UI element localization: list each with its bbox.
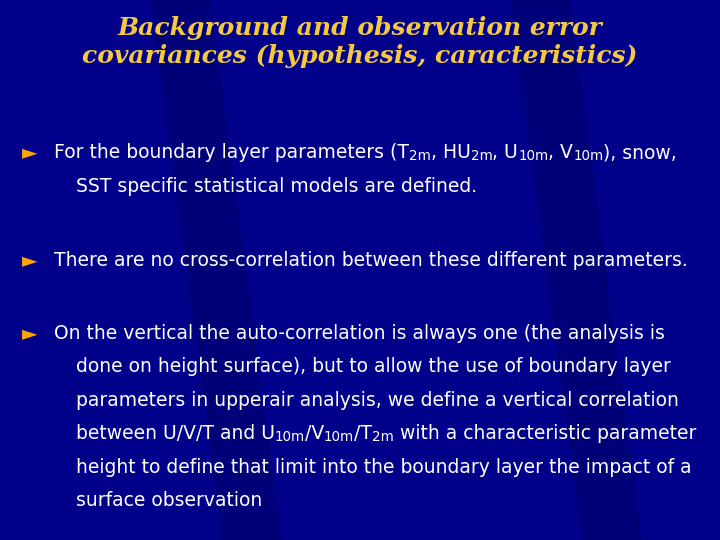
Text: There are no cross-correlation between these different parameters.: There are no cross-correlation between t… xyxy=(54,251,688,270)
Text: , V: , V xyxy=(548,143,573,162)
Polygon shape xyxy=(511,0,641,540)
Text: /V: /V xyxy=(305,424,324,443)
Text: height to define that limit into the boundary layer the impact of a: height to define that limit into the bou… xyxy=(76,458,691,477)
Text: ►: ► xyxy=(22,251,37,270)
Text: , U: , U xyxy=(492,143,518,162)
Polygon shape xyxy=(151,0,281,540)
Text: parameters in upperair analysis, we define a vertical correlation: parameters in upperair analysis, we defi… xyxy=(76,391,678,410)
Text: ►: ► xyxy=(22,143,37,162)
Text: 2m: 2m xyxy=(471,149,492,163)
Text: 2m: 2m xyxy=(372,430,394,444)
Text: 10m: 10m xyxy=(518,149,548,163)
Text: On the vertical the auto-correlation is always one (the analysis is: On the vertical the auto-correlation is … xyxy=(54,324,665,343)
Text: 2m: 2m xyxy=(409,149,431,163)
Text: done on height surface), but to allow the use of boundary layer: done on height surface), but to allow th… xyxy=(76,357,670,376)
Text: , HU: , HU xyxy=(431,143,471,162)
Text: ), snow,: ), snow, xyxy=(603,143,677,162)
Text: ►: ► xyxy=(22,324,37,343)
Text: /T: /T xyxy=(354,424,372,443)
Text: SST specific statistical models are defined.: SST specific statistical models are defi… xyxy=(76,177,477,195)
Text: surface observation: surface observation xyxy=(76,491,262,510)
Text: 10m: 10m xyxy=(324,430,354,444)
Text: 10m: 10m xyxy=(573,149,603,163)
Text: 10m: 10m xyxy=(274,430,305,444)
Text: For the boundary layer parameters (T: For the boundary layer parameters (T xyxy=(54,143,409,162)
Text: between U/V/T and U: between U/V/T and U xyxy=(76,424,274,443)
Text: Background and observation error
covariances (hypothesis, caracteristics): Background and observation error covaria… xyxy=(82,16,638,68)
Text: with a characteristic parameter: with a characteristic parameter xyxy=(394,424,696,443)
